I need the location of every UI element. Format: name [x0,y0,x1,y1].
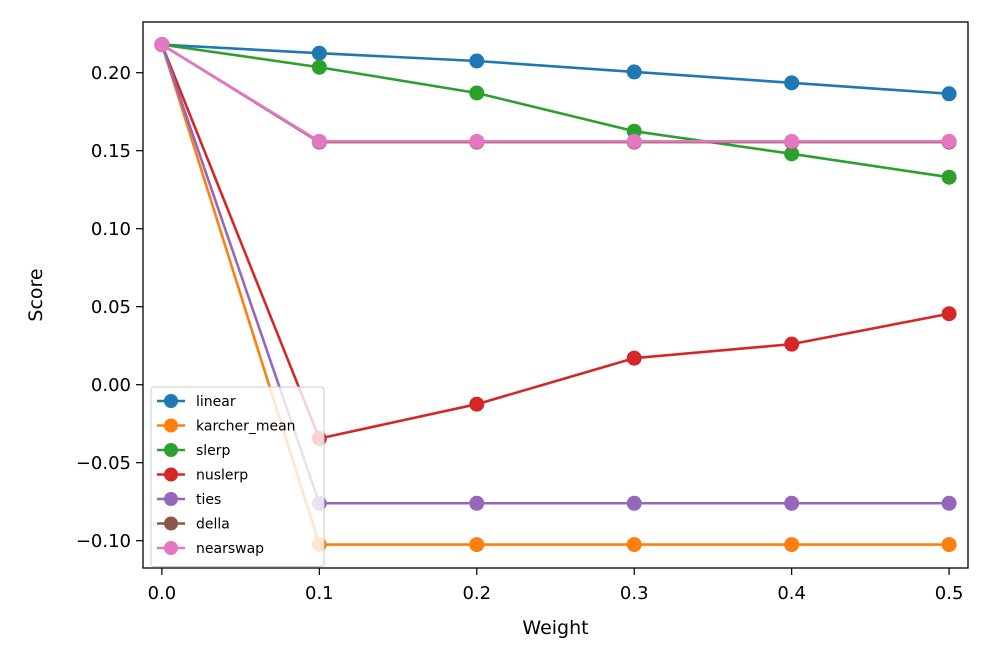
data-point [784,495,800,511]
series-line [161,43,950,143]
data-point [941,495,957,511]
data-point [941,306,957,322]
legend-marker [164,467,178,482]
data-point [311,45,327,61]
x-axis-label: Weight [522,617,588,639]
data-point [784,75,800,91]
data-point [941,169,957,185]
legend-marker [164,443,178,457]
legend-marker [164,492,178,506]
data-point [626,133,642,149]
data-point [784,336,800,352]
data-point [941,133,957,149]
series-della [154,37,957,150]
legend-item: nearswap [157,541,264,557]
legend-label: nearswap [196,541,264,557]
plot-frame [142,21,969,569]
data-point [941,537,957,553]
y-tick-label: 0.10 [91,219,131,240]
legend-item: ties [157,492,221,508]
y-tick-label: 0.20 [91,63,131,84]
y-axis-label: Score [25,268,47,321]
data-point [469,133,485,149]
data-point [626,64,642,80]
legend-box [150,386,325,567]
legend-marker [164,541,178,555]
y-tick-label: 0.00 [91,375,131,396]
legend-label: della [196,517,230,533]
series-line [161,43,950,96]
legend-item: karcher_mean [157,418,296,435]
x-tick-label: 0.5 [935,583,964,604]
data-point [469,53,485,69]
legend-item: slerp [157,443,231,459]
legend-label: ties [196,492,221,508]
x-axis: 0.0 0.1 0.2 0.3 0.4 0.5 [148,568,964,604]
data-point [784,146,800,162]
legend-label: slerp [196,443,231,459]
y-tick-label: 0.05 [91,297,131,318]
legend-label: karcher_mean [196,419,296,435]
legend-label: nuslerp [196,468,248,484]
y-axis: −0.10 −0.05 0.00 0.05 0.10 0.15 0.20 [76,63,143,552]
x-tick-label: 0.0 [148,583,177,604]
x-tick-label: 0.1 [305,583,334,604]
x-tick-label: 0.3 [620,583,649,604]
data-point [311,133,327,149]
legend-marker [164,418,178,433]
data-point [469,85,485,101]
data-point [469,396,485,412]
data-point [469,537,485,553]
data-point [626,350,642,366]
data-point [311,59,327,75]
series-line [161,43,950,144]
legend-item: linear [157,394,236,410]
legend-item: della [157,516,230,533]
data-point [784,537,800,553]
data-point [626,537,642,553]
data-point [469,495,485,511]
series-nearswap [154,37,957,149]
x-tick-label: 0.4 [777,583,806,604]
series-linear [154,37,957,102]
data-point [626,495,642,511]
y-tick-label: −0.10 [76,531,131,552]
series-line [161,43,950,179]
x-tick-label: 0.2 [462,583,491,604]
series-line [160,44,950,440]
legend-marker [164,516,178,531]
legend-marker [164,394,178,408]
data-point [941,86,957,102]
series-slerp [154,37,957,185]
data-point [154,37,170,53]
data-point [784,133,800,149]
legend-item: nuslerp [157,467,248,484]
y-tick-label: −0.05 [76,453,131,474]
y-tick-label: 0.15 [91,141,131,162]
series-nuslerp [154,37,957,447]
legend-label: linear [196,394,236,410]
